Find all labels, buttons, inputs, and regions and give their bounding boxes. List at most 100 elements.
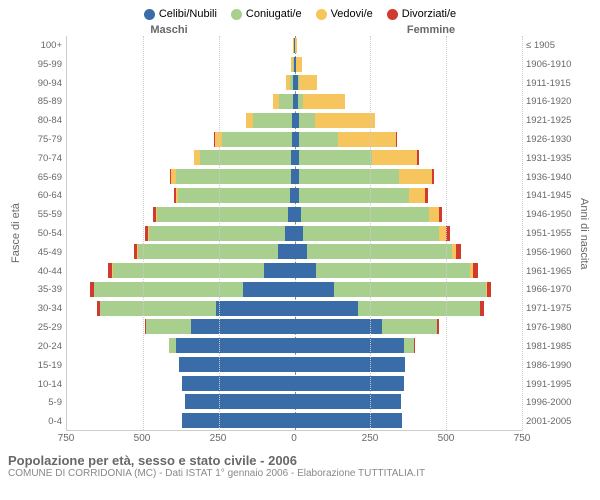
bar-segment	[285, 226, 294, 241]
pyramid-row	[67, 280, 522, 299]
female-half	[295, 207, 523, 222]
birth-label: 1981-1985	[526, 337, 576, 356]
bar-segment	[334, 282, 486, 297]
footer-subtitle: COMUNE DI CORRIDONIA (MC) - Dati ISTAT 1…	[8, 468, 592, 479]
bar-segment	[200, 150, 291, 165]
pyramid-row	[67, 242, 522, 261]
bar-segment	[243, 282, 295, 297]
female-half	[295, 319, 523, 334]
female-half	[295, 132, 523, 147]
legend-swatch	[316, 9, 327, 20]
birth-label: 1926-1930	[526, 130, 576, 149]
female-half	[295, 376, 523, 391]
legend-label: Celibi/Nubili	[159, 8, 217, 20]
female-half	[295, 301, 523, 316]
bar-segment	[157, 207, 287, 222]
female-half	[295, 338, 523, 353]
bar-segment	[372, 150, 418, 165]
bar-segment	[246, 113, 253, 128]
male-half	[67, 319, 295, 334]
female-half	[295, 57, 523, 72]
legend-label: Coniugati/e	[246, 8, 302, 20]
male-half	[67, 357, 295, 372]
age-label: 0-4	[24, 412, 62, 431]
bar-segment	[382, 319, 437, 334]
bar-segment	[295, 301, 359, 316]
birth-label: 1966-1970	[526, 281, 576, 300]
female-half	[295, 226, 523, 241]
pyramid-row	[67, 186, 522, 205]
pyramid-row	[67, 74, 522, 93]
bar-segment	[149, 226, 286, 241]
male-half	[67, 94, 295, 109]
bar-segment	[295, 357, 406, 372]
bar-segment	[94, 282, 243, 297]
bar-segment	[299, 75, 317, 90]
bar-segment	[253, 113, 292, 128]
x-axis-ticks: 7505002500250500750	[66, 431, 522, 451]
population-pyramid-chart: Celibi/NubiliConiugati/eVedovi/eDivorzia…	[0, 0, 600, 500]
gridline	[370, 36, 371, 430]
bar-segment	[295, 38, 297, 53]
x-tick: 750	[514, 433, 531, 444]
pyramid-row	[67, 411, 522, 430]
gridline	[219, 36, 220, 430]
bar-segment	[113, 263, 265, 278]
male-half	[67, 57, 295, 72]
birth-label: 1976-1980	[526, 318, 576, 337]
bar-segment	[299, 132, 338, 147]
male-half	[67, 263, 295, 278]
male-half	[67, 188, 295, 203]
birth-label: 1951-1955	[526, 224, 576, 243]
pyramid-row	[67, 111, 522, 130]
bar-segment	[299, 150, 372, 165]
birth-label: 2001-2005	[526, 412, 576, 431]
pyramid-row	[67, 374, 522, 393]
female-half	[295, 75, 523, 90]
bar-segment	[295, 282, 334, 297]
bar-segment	[182, 376, 294, 391]
female-half	[295, 413, 523, 428]
age-labels: 100+95-9990-9485-8980-8475-7970-7465-696…	[24, 36, 66, 431]
bar-segment	[439, 207, 442, 222]
bar-segment	[278, 244, 295, 259]
plot-area: Fasce di età 100+95-9990-9485-8980-8475-…	[8, 36, 592, 431]
bar-segment	[417, 150, 419, 165]
bar-segment	[279, 94, 293, 109]
age-label: 95-99	[24, 55, 62, 74]
legend-swatch	[387, 9, 398, 20]
chart-footer: Popolazione per età, sesso e stato civil…	[8, 453, 592, 479]
bar-segment	[295, 263, 316, 278]
age-label: 10-14	[24, 375, 62, 394]
male-half	[67, 150, 295, 165]
bar-segment	[295, 338, 404, 353]
female-half	[295, 244, 523, 259]
age-label: 65-69	[24, 168, 62, 187]
birth-year-labels: ≤ 19051906-19101911-19151916-19201921-19…	[522, 36, 576, 431]
birth-label: ≤ 1905	[526, 36, 576, 55]
bar-segment	[299, 113, 314, 128]
age-label: 5-9	[24, 393, 62, 412]
bar-segment	[176, 338, 294, 353]
bar-segment	[295, 244, 307, 259]
bar-rows	[67, 36, 522, 430]
bar-segment	[169, 338, 177, 353]
gridline	[522, 36, 523, 430]
age-label: 35-39	[24, 281, 62, 300]
legend-item: Coniugati/e	[231, 8, 302, 20]
bar-segment	[176, 169, 291, 184]
age-label: 60-64	[24, 187, 62, 206]
bar-segment	[425, 188, 427, 203]
age-label: 80-84	[24, 111, 62, 130]
bar-segment	[456, 244, 460, 259]
bar-segment	[182, 413, 294, 428]
bar-segment	[301, 207, 428, 222]
x-tick: 500	[134, 433, 151, 444]
bar-segment	[146, 319, 192, 334]
gridline	[446, 36, 447, 430]
bar-segment	[473, 263, 478, 278]
bar-segment	[288, 207, 295, 222]
bar-segment	[178, 188, 290, 203]
female-half	[295, 150, 523, 165]
bar-segment	[437, 319, 439, 334]
